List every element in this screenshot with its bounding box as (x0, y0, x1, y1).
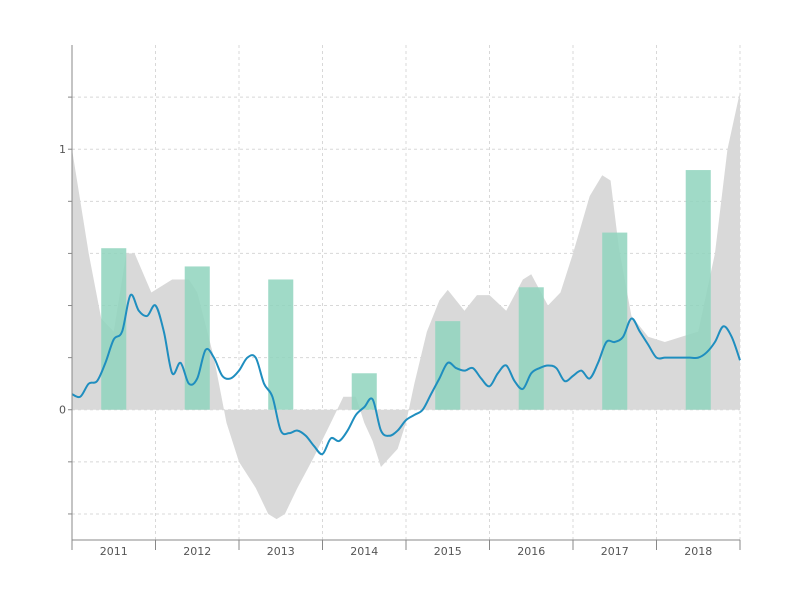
x-tick-label: 2017 (601, 545, 629, 558)
line-series (71, 293, 741, 456)
x-tick-label: 2011 (100, 545, 128, 558)
bar-2013 (268, 279, 294, 410)
x-tick-label: 2018 (684, 545, 712, 558)
x-tick-label: 2013 (267, 545, 295, 558)
y-axis-tick-labels: 01 (59, 143, 66, 417)
x-tick-label: 2015 (434, 545, 462, 558)
x-tick-label: 2016 (517, 545, 545, 558)
bar-series (101, 170, 711, 410)
y-tick-label: 0 (59, 404, 66, 417)
bar-2015 (435, 321, 461, 410)
y-tick-label: 1 (59, 143, 66, 156)
x-axis-tick-labels: 2011 2012 2013 2014 2015 2016 2017 2018 (100, 545, 713, 558)
axes (68, 45, 741, 550)
x-tick-label: 2014 (350, 545, 378, 558)
bar-2018 (685, 170, 711, 410)
bar-2016 (518, 287, 544, 410)
x-tick-label: 2012 (183, 545, 211, 558)
bar-2014 (351, 373, 377, 410)
area-series (72, 91, 740, 520)
bar-2012 (184, 266, 210, 410)
bar-2017 (602, 232, 628, 410)
